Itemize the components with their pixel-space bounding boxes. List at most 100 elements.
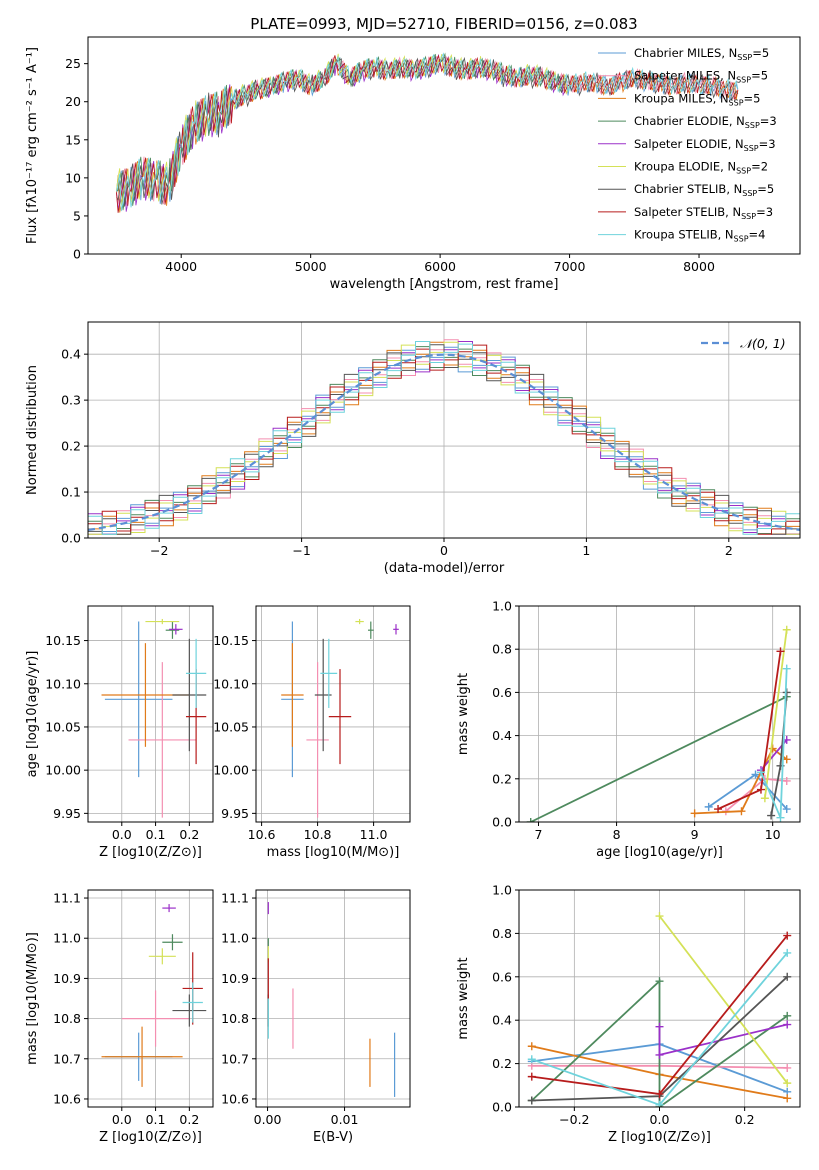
y-axis-label: Normed distribution <box>25 365 40 495</box>
axes-age-vs-mass: 10.6 10.8 11.0 9.95 10.00 10.05 10.10 10.15 mass… <box>213 605 411 860</box>
weight-marker <box>527 1072 536 1081</box>
axes-frame <box>255 889 411 1108</box>
weight-marker <box>756 785 765 794</box>
x-tick-label: 0.0 <box>112 827 132 842</box>
weight-marker <box>783 1020 792 1029</box>
axes-residuals: −2 −1 0 1 2 0.0 0.1 0.2 0.3 0.4 (data-model)/error… <box>25 321 801 576</box>
y-tick-label: 10.00 <box>45 763 81 778</box>
y-tick-label: 10.7 <box>221 1051 249 1066</box>
x-tick-label: 5000 <box>295 259 327 274</box>
x-tick-label: 6000 <box>424 259 456 274</box>
weight-marker <box>782 664 791 673</box>
x-tick-label: 2 <box>725 543 733 558</box>
weight-line <box>717 651 782 810</box>
y-tick-label: 10.7 <box>53 1051 81 1066</box>
y-tick-label: 0.4 <box>492 728 512 743</box>
weight-marker <box>737 807 746 816</box>
histogram-line <box>88 341 800 535</box>
legend-label: Salpeter ELODIE, NSSP=3 <box>634 137 776 153</box>
plot-area <box>101 904 207 1087</box>
weight-marker <box>704 802 713 811</box>
plot-area <box>116 52 739 213</box>
spectrum-line <box>116 55 739 207</box>
errorbar-point <box>320 638 338 708</box>
errorbar-point <box>145 618 180 625</box>
x-tick-label: 0.2 <box>735 1112 755 1127</box>
axes-mass-vs-Z: 0.0 0.1 0.2 10.6 10.7 10.8 10.9 11.0 11.1 Z [log1… <box>25 889 214 1145</box>
y-axis-label: mass weight <box>456 673 471 755</box>
y-tick-label: 10.9 <box>53 971 81 986</box>
x-tick-label: 8 <box>613 827 621 842</box>
x-tick-label: 11.0 <box>360 827 388 842</box>
plot-area <box>281 618 399 818</box>
errorbar-point <box>162 934 183 951</box>
y-tick-label: 5 <box>73 208 81 223</box>
y-tick-label: 10.6 <box>221 1091 249 1106</box>
plot-layer: 4000 5000 6000 7000 80000510152025wavelength… <box>25 36 801 1145</box>
y-tick-label: 10.05 <box>45 719 81 734</box>
errorbar-point <box>148 948 176 965</box>
x-tick-label: 0.01 <box>331 1112 359 1127</box>
legend: Chabrier MILES, NSSP=5 Salpeter MILES, NS… <box>598 46 777 244</box>
weight-marker <box>783 931 792 940</box>
weight-marker <box>527 1055 536 1064</box>
errorbar-point <box>368 621 374 639</box>
x-tick-label: 0.0 <box>112 1112 132 1127</box>
y-tick-label: 0.8 <box>492 642 512 657</box>
errorbar-point <box>101 1026 183 1087</box>
weight-marker <box>783 1011 792 1020</box>
errorbar-point <box>172 638 207 752</box>
errorbar-point <box>162 904 176 913</box>
errorbar-point <box>104 621 173 778</box>
errorbar-point <box>328 669 352 765</box>
y-tick-label: 10.00 <box>213 763 249 778</box>
weight-marker <box>655 912 664 921</box>
y-tick-label: 0 <box>73 247 81 262</box>
legend-label: Salpeter STELIB, NSSP=3 <box>634 205 773 221</box>
weight-marker <box>690 809 699 818</box>
errorbar-point <box>185 638 207 708</box>
weight-marker <box>783 1094 792 1103</box>
y-tick-label: 0.2 <box>492 771 512 786</box>
weight-marker <box>783 972 792 981</box>
x-tick-label: 7000 <box>554 259 586 274</box>
errorbar-point <box>306 662 329 818</box>
weight-marker <box>782 805 791 814</box>
errorbar-point <box>169 624 183 635</box>
plot-area <box>526 625 791 822</box>
plot-area <box>88 339 800 535</box>
y-tick-label: 1.0 <box>492 599 512 614</box>
y-tick-label: 10.9 <box>221 971 249 986</box>
weight-marker <box>526 818 535 822</box>
weight-marker <box>782 688 791 697</box>
axes-mass-weight-vs-age: 7 8 9 10 0.0 0.2 0.4 0.6 0.8 1.0 age [log10(age/yr… <box>456 599 801 860</box>
errorbar-point <box>182 982 203 1023</box>
weight-line <box>658 915 788 1084</box>
axes-mass-vs-EBV: 0.00 0.01 10.6 10.7 10.8 10.9 11.0 11.1 E(B-V) <box>221 889 411 1145</box>
x-tick-label: 0.0 <box>650 1112 670 1127</box>
x-tick-label: 0.2 <box>179 1112 199 1127</box>
spectrum-line <box>116 53 570 206</box>
y-tick-label: 10.05 <box>213 719 249 734</box>
histogram-line <box>88 344 800 535</box>
weight-marker <box>655 977 664 986</box>
errorbar-point <box>355 618 364 625</box>
axes-frame <box>87 605 214 823</box>
axes-frame <box>518 605 801 823</box>
x-tick-label: 9 <box>691 827 699 842</box>
y-tick-label: 0.8 <box>492 926 512 941</box>
weight-marker <box>756 768 765 777</box>
x-tick-label: 7 <box>535 827 543 842</box>
axes-mass-weight-vs-Z: −0.2 0.0 0.2 0.0 0.2 0.4 0.6 0.8 1.0 Z [log10(Z/Z… <box>456 883 801 1145</box>
x-tick-label: 8000 <box>683 259 715 274</box>
errorbar-point <box>393 624 399 635</box>
legend-label: Chabrier ELODIE, NSSP=3 <box>634 114 777 130</box>
legend-label: Salpeter MILES, NSSP=5 <box>634 69 768 85</box>
weight-marker <box>760 794 769 803</box>
weight-marker <box>782 625 791 634</box>
axes-frame <box>87 36 801 255</box>
weight-marker <box>768 744 777 753</box>
y-tick-label: 11.1 <box>53 891 81 906</box>
weight-marker <box>767 811 776 820</box>
